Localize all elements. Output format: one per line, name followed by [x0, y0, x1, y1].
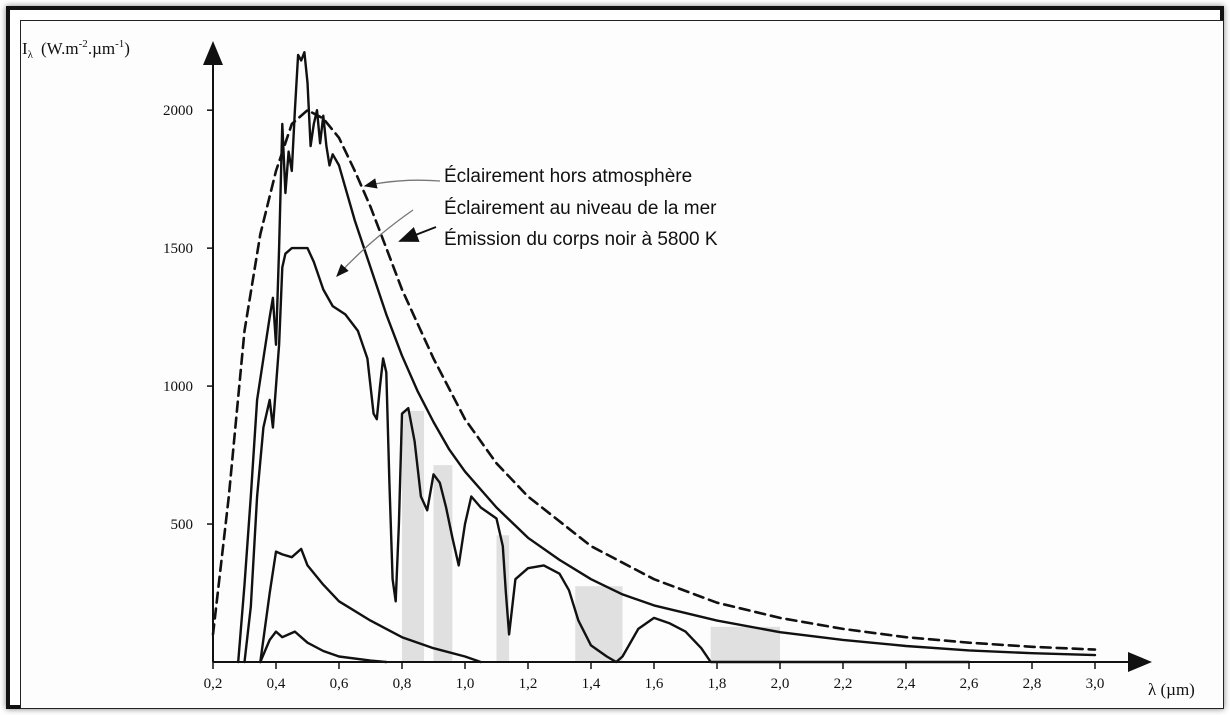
- annotations: Éclairement hors atmosphère Éclairement …: [336, 166, 718, 277]
- pointer-hors-atmosphere: [363, 178, 441, 189]
- y-tick-label-0: 500: [171, 517, 194, 533]
- x-axis-title: λ (µm): [1148, 680, 1195, 699]
- series-layer: [211, 51, 1097, 664]
- series-line-0: [237, 51, 1097, 664]
- series-line-3: [259, 547, 482, 664]
- x-tick-label-12: 2,6: [960, 676, 979, 692]
- pointer-niveau-mer: [336, 209, 414, 277]
- series-line-4: [259, 630, 388, 664]
- x-tick-label-3: 0,8: [393, 676, 412, 692]
- annotation-hors-atmosphere: Éclairement hors atmosphère: [444, 166, 692, 187]
- x-tick-label-6: 1,4: [582, 676, 601, 692]
- y-axis-title: Iλ (W.m-2.µm-1): [22, 38, 130, 61]
- absorption-shading: [402, 410, 780, 662]
- x-tick-label-2: 0,6: [330, 676, 349, 692]
- x-tick-label-11: 2,4: [897, 676, 916, 692]
- x-tick-label-5: 1,2: [519, 676, 538, 692]
- x-tick-label-8: 1,8: [708, 676, 727, 692]
- y-tick-label-2: 1500: [163, 241, 193, 257]
- x-tick-label-9: 2,0: [771, 676, 790, 692]
- x-tick-label-4: 1,0: [456, 676, 475, 692]
- y-tick-label-1: 1000: [163, 379, 193, 395]
- x-tick-label-7: 1,6: [645, 676, 664, 692]
- absorption-band-4: [710, 626, 780, 662]
- annotation-corps-noir: Émission du corps noir à 5800 K: [444, 229, 718, 250]
- absorption-band-3: [575, 586, 623, 662]
- annotation-niveau-mer: Éclairement au niveau de la mer: [444, 198, 717, 219]
- x-tick-label-0: 0,2: [204, 676, 223, 692]
- x-ticks: 0,2 0,4 0,6 0,8 1,0 1,2 1,4 1,6 1,8 2,0 2,2 2,4 2,6 2…: [204, 662, 1105, 692]
- x-tick-label-13: 2,8: [1023, 676, 1042, 692]
- x-tick-label-10: 2,2: [834, 676, 853, 692]
- absorption-band-2: [496, 535, 510, 662]
- y-ticks: 500 1000 1500 2000: [163, 103, 213, 533]
- x-tick-label-14: 3,0: [1086, 676, 1105, 692]
- series-line-2: [211, 108, 1097, 651]
- pointer-corps-noir: [398, 226, 437, 242]
- y-tick-label-3: 2000: [163, 103, 193, 119]
- absorption-band-0: [402, 410, 425, 662]
- x-tick-label-1: 0,4: [267, 676, 286, 692]
